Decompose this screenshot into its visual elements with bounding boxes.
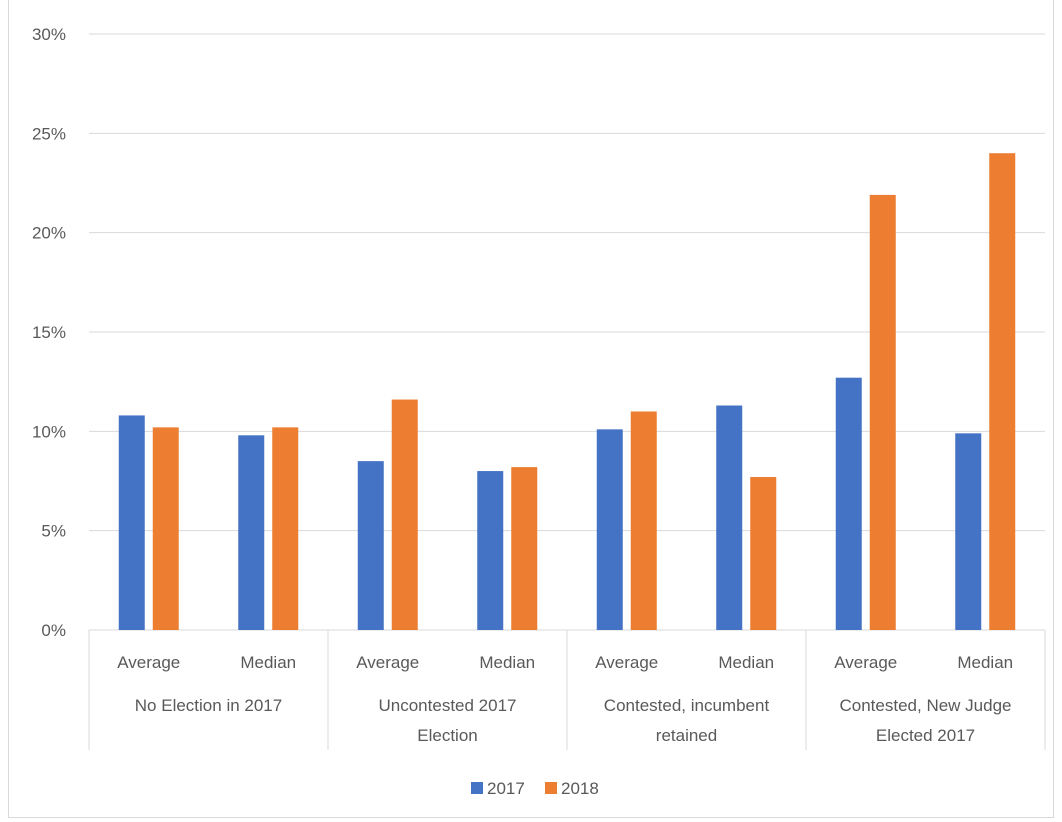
bar-2017-5 — [596, 429, 623, 630]
group-label: Elected 2017 — [876, 726, 975, 745]
x-tick-label: Median — [957, 653, 1013, 672]
group-label: retained — [656, 726, 717, 745]
y-tick-label: 30% — [32, 25, 66, 44]
legend: 2017 2018 — [471, 779, 599, 798]
x-tick-label: Average — [117, 653, 180, 672]
y-tick-label: 20% — [32, 224, 66, 243]
y-tick-label: 0% — [41, 621, 66, 640]
bar-2018-4 — [511, 467, 538, 630]
legend-swatch-2018 — [545, 782, 557, 794]
bar-2017-8 — [955, 433, 982, 630]
y-tick-label: 25% — [32, 124, 66, 143]
bars — [118, 153, 1016, 631]
bar-2018-5 — [630, 411, 657, 630]
legend-label-2018: 2018 — [561, 779, 599, 798]
bar-2018-1 — [152, 427, 179, 630]
gridlines — [89, 33, 1045, 532]
group-label: Contested, New Judge — [840, 696, 1012, 715]
x-tick-label: Average — [356, 653, 419, 672]
chart-frame — [8, 0, 1054, 818]
x-tick-label: Median — [479, 653, 535, 672]
group-label: No Election in 2017 — [135, 696, 282, 715]
bar-2017-7 — [835, 377, 862, 630]
bar-2017-4 — [477, 471, 504, 630]
bar-2017-3 — [357, 461, 384, 630]
legend-label-2017: 2017 — [487, 779, 525, 798]
bar-2018-8 — [989, 153, 1016, 630]
group-label: Election — [417, 726, 477, 745]
y-tick-label: 5% — [41, 522, 66, 541]
bar-2018-2 — [272, 427, 299, 630]
x-tick-label: Average — [595, 653, 658, 672]
bar-2017-2 — [238, 435, 265, 630]
group-label: Contested, incumbent — [604, 696, 770, 715]
x-tick-label: Median — [240, 653, 296, 672]
y-tick-label: 10% — [32, 422, 66, 441]
x-tick-label: Average — [834, 653, 897, 672]
bar-2018-7 — [869, 194, 896, 631]
bar-2017-6 — [716, 405, 743, 630]
group-label: Uncontested 2017 — [379, 696, 517, 715]
y-tick-label: 15% — [32, 323, 66, 342]
bar-2017-1 — [118, 415, 145, 630]
tick-labels: 0% 5% 10% 15% 20% 25% 30% Average Median Average M… — [32, 25, 1013, 745]
x-tick-label: Median — [718, 653, 774, 672]
bar-2018-3 — [391, 399, 418, 630]
bar-2018-6 — [750, 477, 777, 630]
legend-swatch-2017 — [471, 782, 483, 794]
